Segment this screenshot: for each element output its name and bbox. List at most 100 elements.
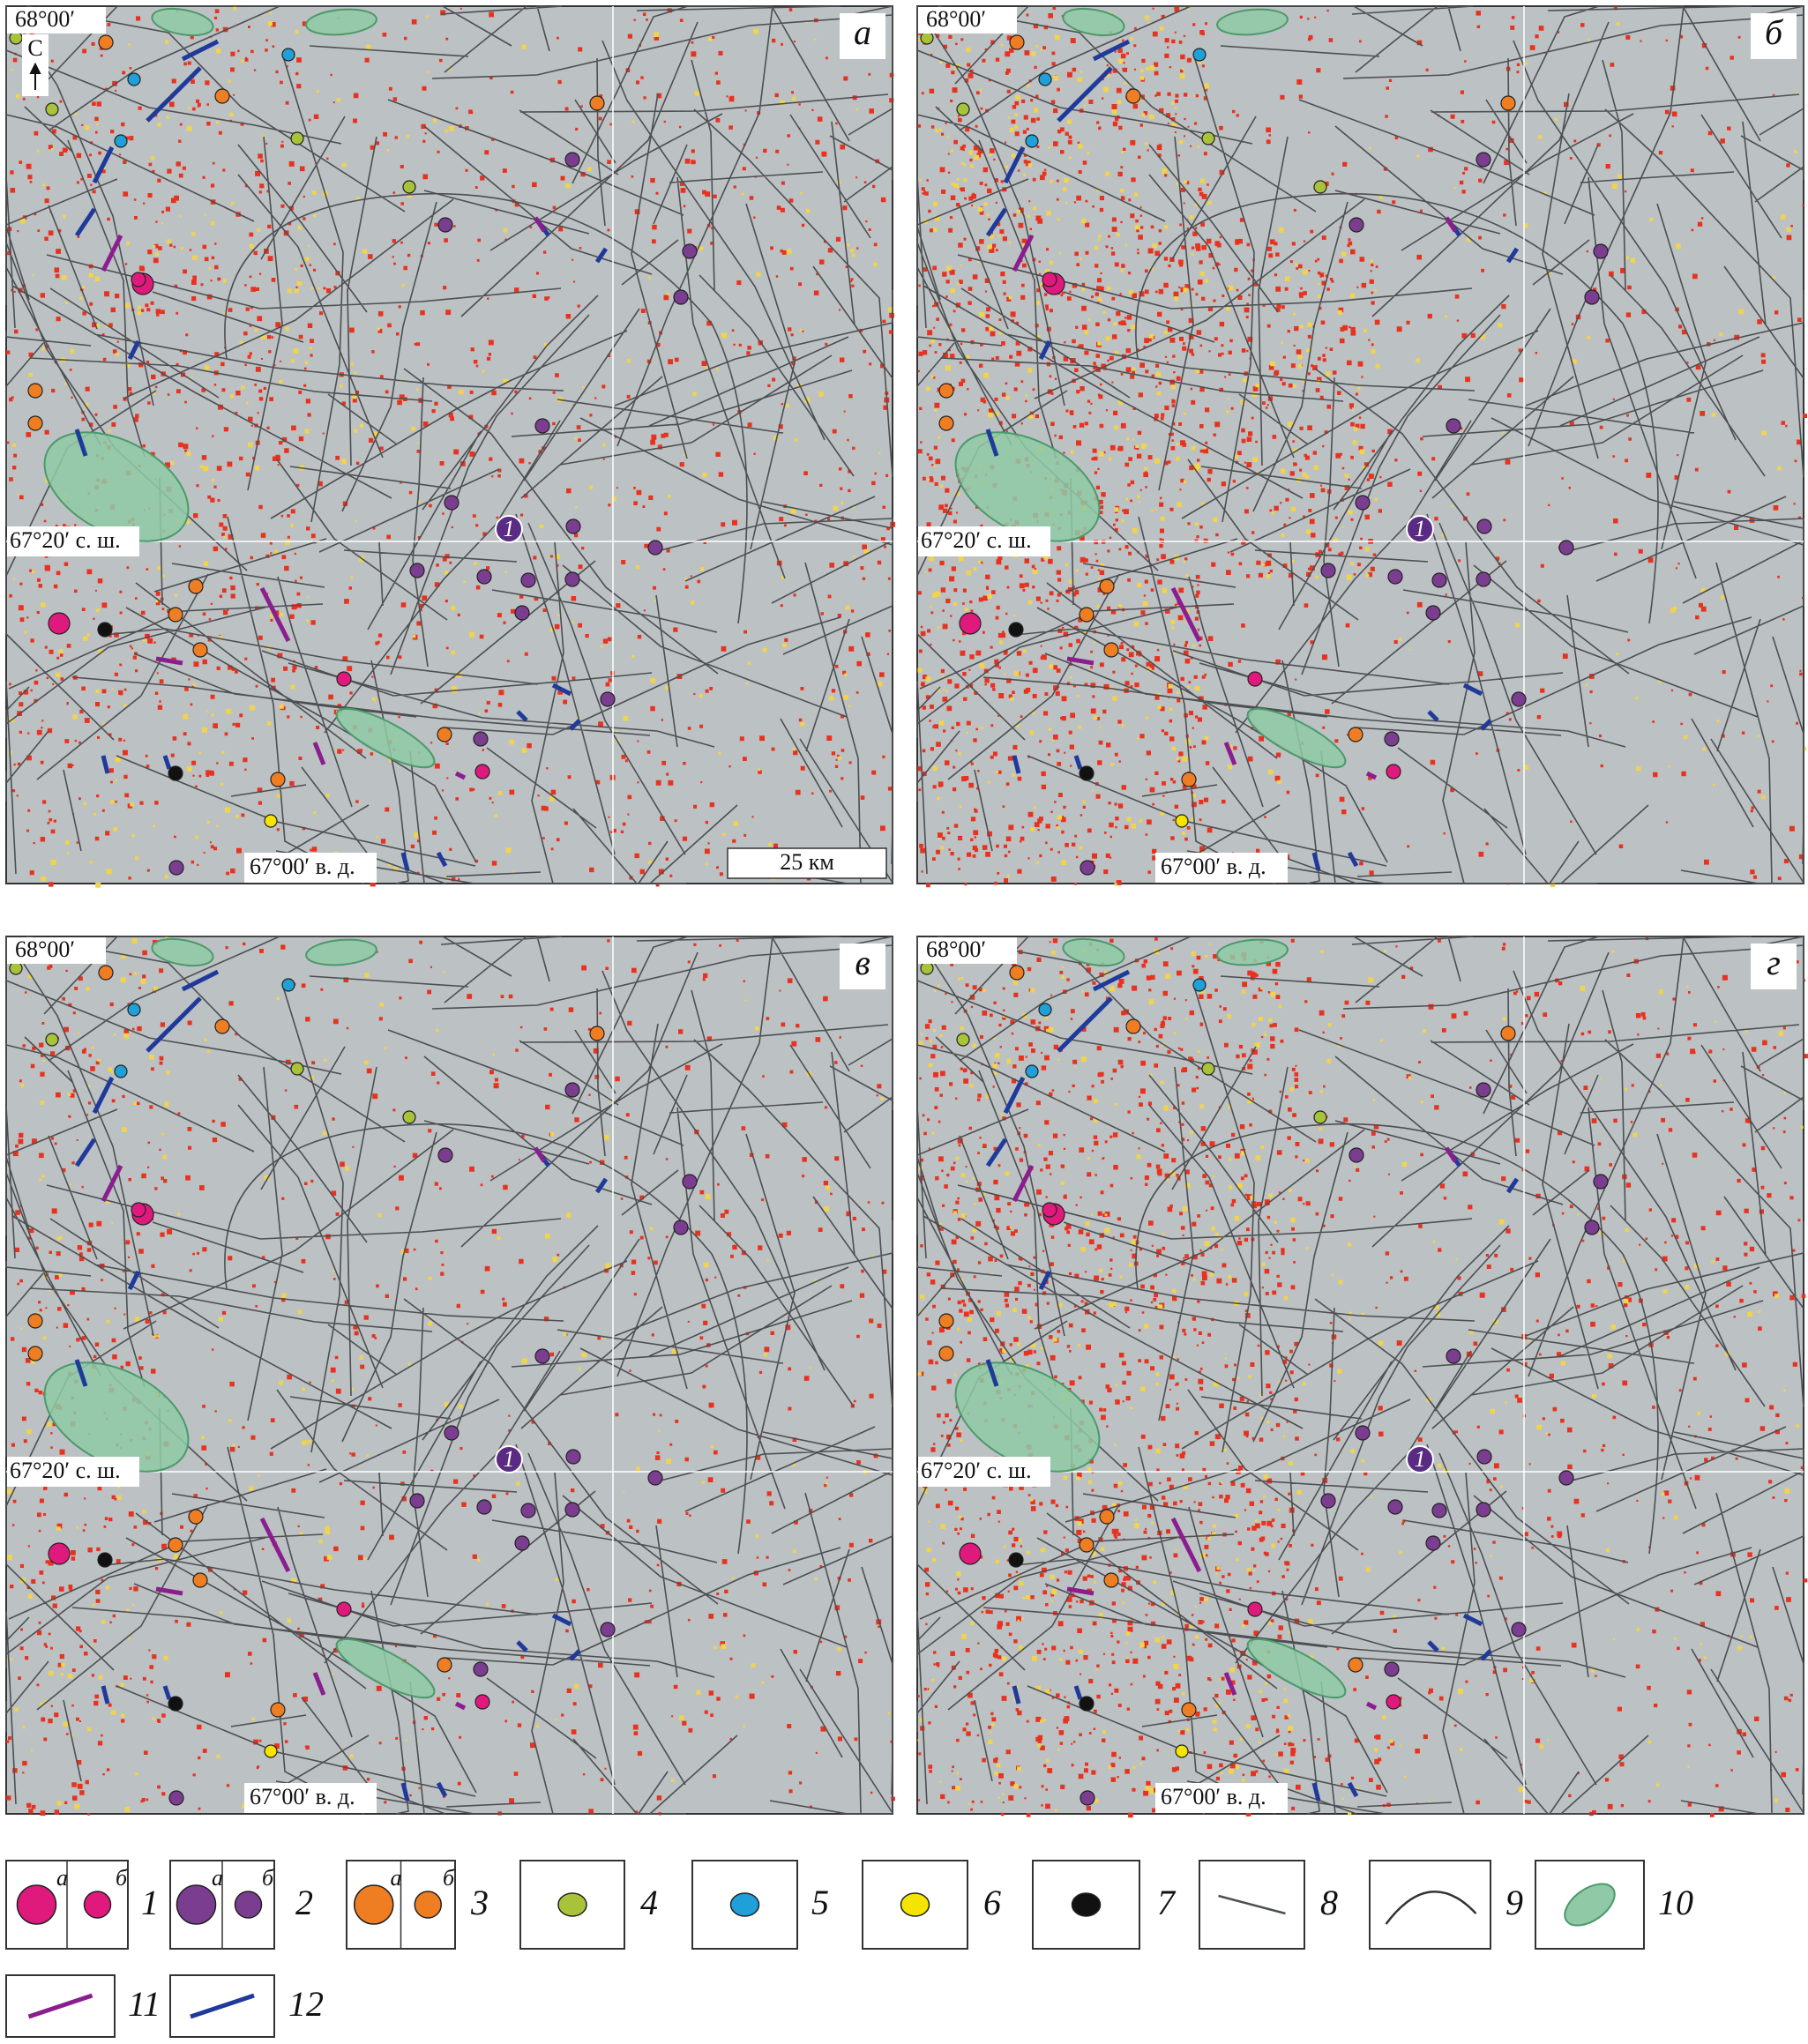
deposit-marker — [1500, 1026, 1516, 1041]
intrusion-body — [1246, 707, 1347, 769]
panel-letter: г — [1767, 943, 1781, 982]
legend-symbol — [354, 1884, 394, 1925]
latitude-label: 67°20′ с. ш. — [10, 527, 121, 553]
deposit-marker — [9, 31, 23, 45]
deposit-marker — [336, 671, 352, 687]
deposit-marker — [1431, 1503, 1447, 1518]
deposit-marker — [168, 765, 183, 781]
deposit-marker — [402, 1110, 416, 1124]
dike — [92, 1076, 115, 1115]
intrusion-body — [1062, 7, 1125, 37]
scale-bar — [727, 847, 887, 879]
legend-sub-label: а — [56, 1865, 68, 1891]
faults — [5, 936, 893, 1815]
dike — [551, 1613, 572, 1627]
dike — [101, 755, 110, 774]
deposit-marker — [564, 1082, 580, 1098]
dike — [569, 1649, 581, 1661]
deposit-marker — [281, 978, 295, 992]
dike — [155, 656, 183, 666]
deposit-marker — [264, 814, 278, 828]
legend-symbol — [1564, 1883, 1616, 1927]
deposit-marker — [565, 518, 581, 534]
deposit-marker — [168, 1696, 183, 1712]
site-label: 1 — [1415, 1446, 1426, 1472]
deposit-marker — [520, 572, 536, 588]
longitude-label: 67°00′ в. д. — [1161, 1784, 1266, 1809]
deposit-marker — [1079, 1537, 1095, 1553]
deposit-marker — [1125, 88, 1141, 104]
label-box — [918, 7, 1017, 34]
deposit-marker — [589, 1026, 605, 1041]
deposit-marker — [956, 1033, 970, 1047]
deposit-marker — [1593, 1174, 1609, 1190]
dike — [1012, 234, 1035, 272]
legend-symbol — [729, 1892, 760, 1917]
ring-structure — [224, 192, 748, 624]
legend-number: 1 — [141, 1883, 159, 1922]
dike — [1066, 656, 1095, 666]
legend-symbol — [557, 1892, 587, 1917]
deposit-marker — [647, 540, 663, 556]
deposit-marker — [1008, 622, 1024, 638]
deposit-marker — [1320, 563, 1336, 578]
deposit-marker — [1181, 1702, 1197, 1718]
deposit-marker — [1042, 1202, 1057, 1218]
deposit-marker — [1511, 1622, 1527, 1637]
dike — [1003, 145, 1026, 184]
deposit-marker — [1446, 418, 1461, 434]
dike — [985, 207, 1008, 237]
anomaly-red — [917, 6, 1807, 888]
deposit-marker — [131, 1202, 146, 1218]
label-box — [840, 944, 885, 989]
dike — [985, 1138, 1008, 1167]
deposit-marker — [938, 383, 954, 399]
dike — [1480, 1649, 1492, 1661]
dike — [569, 719, 581, 731]
label-box — [7, 526, 139, 556]
deposit-marker — [959, 1542, 982, 1565]
dike — [1073, 1685, 1083, 1700]
scale-label: 25 км — [780, 849, 834, 875]
dike — [436, 851, 448, 868]
latitude-label: 68°00′ — [926, 936, 986, 962]
dike — [1057, 66, 1113, 123]
ring-structure — [224, 1123, 748, 1555]
north-label: С — [27, 35, 42, 61]
deposit-marker — [1446, 1348, 1461, 1364]
dike — [551, 683, 572, 697]
deposit-marker — [192, 642, 208, 658]
legend-number: 9 — [1505, 1883, 1523, 1922]
label-box — [1751, 13, 1797, 59]
deposit-marker — [27, 1313, 43, 1329]
latitude-label: 67°20′ с. ш. — [10, 1458, 121, 1483]
label-box — [7, 1457, 139, 1487]
deposit-marker — [938, 1313, 954, 1329]
deposit-marker — [131, 272, 146, 287]
site-marker — [1406, 515, 1434, 543]
deposit-marker — [168, 1537, 183, 1553]
dike — [1012, 1164, 1035, 1203]
dike — [1347, 851, 1359, 868]
dike — [162, 755, 172, 770]
deposit-marker — [437, 217, 453, 233]
longitude-label: 67°00′ в. д. — [250, 1784, 355, 1809]
dike — [74, 207, 97, 237]
dike — [1444, 216, 1458, 233]
deposit-marker — [437, 727, 452, 742]
dike — [92, 145, 115, 184]
dike — [127, 1270, 141, 1291]
deposit-marker — [1476, 1082, 1491, 1098]
deposit-marker — [938, 415, 954, 431]
deposit-marker — [270, 1702, 286, 1718]
deposit-marker — [565, 1449, 581, 1465]
deposit-marker — [27, 383, 43, 399]
dike — [1311, 852, 1321, 871]
deposit-marker — [264, 1744, 278, 1758]
label-box — [918, 937, 1017, 964]
deposit-marker — [473, 1661, 489, 1677]
deposit-marker — [1103, 1572, 1119, 1588]
deposit-marker — [1593, 243, 1609, 259]
dike — [516, 710, 528, 722]
deposit-marker — [514, 605, 530, 621]
